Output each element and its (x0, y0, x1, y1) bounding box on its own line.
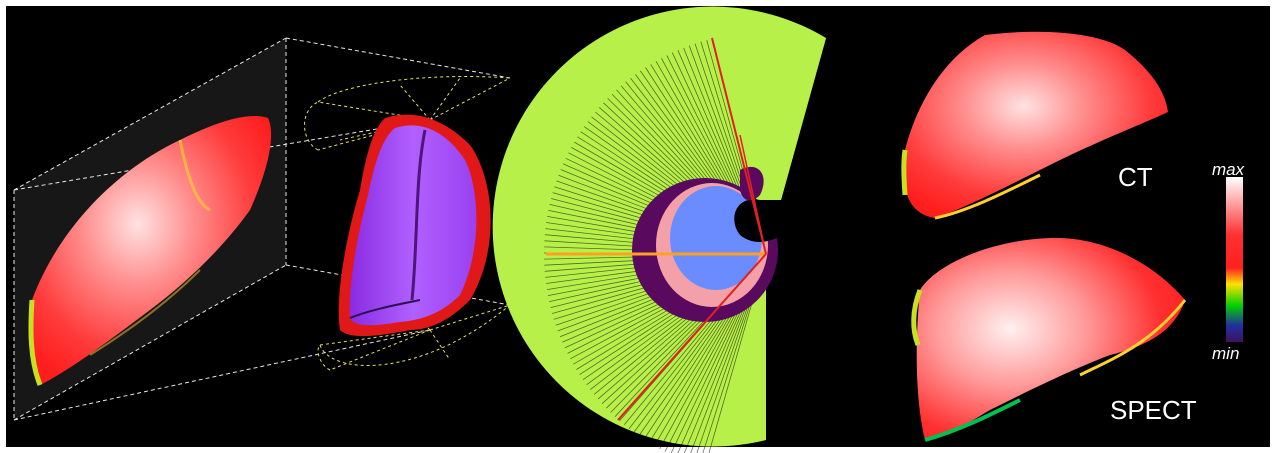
ct-heatmap (901, 31, 1168, 220)
liver-volume-render (304, 76, 511, 371)
colorbar-min-label: min (1212, 344, 1240, 363)
ct-label: CT (1118, 162, 1153, 192)
colorbar-max-label: max (1212, 160, 1245, 179)
red-ray-bottom (617, 253, 767, 421)
projected-heatmap (28, 116, 272, 386)
red-ray-mid (739, 134, 767, 255)
red-ray-top (711, 37, 767, 255)
purple-surface (349, 125, 477, 326)
colorbar (1226, 177, 1243, 342)
spect-heatmap (911, 237, 1187, 442)
spect-label: SPECT (1110, 395, 1197, 425)
projection-panel (13, 37, 511, 421)
ray-fan-panel (492, 6, 826, 453)
